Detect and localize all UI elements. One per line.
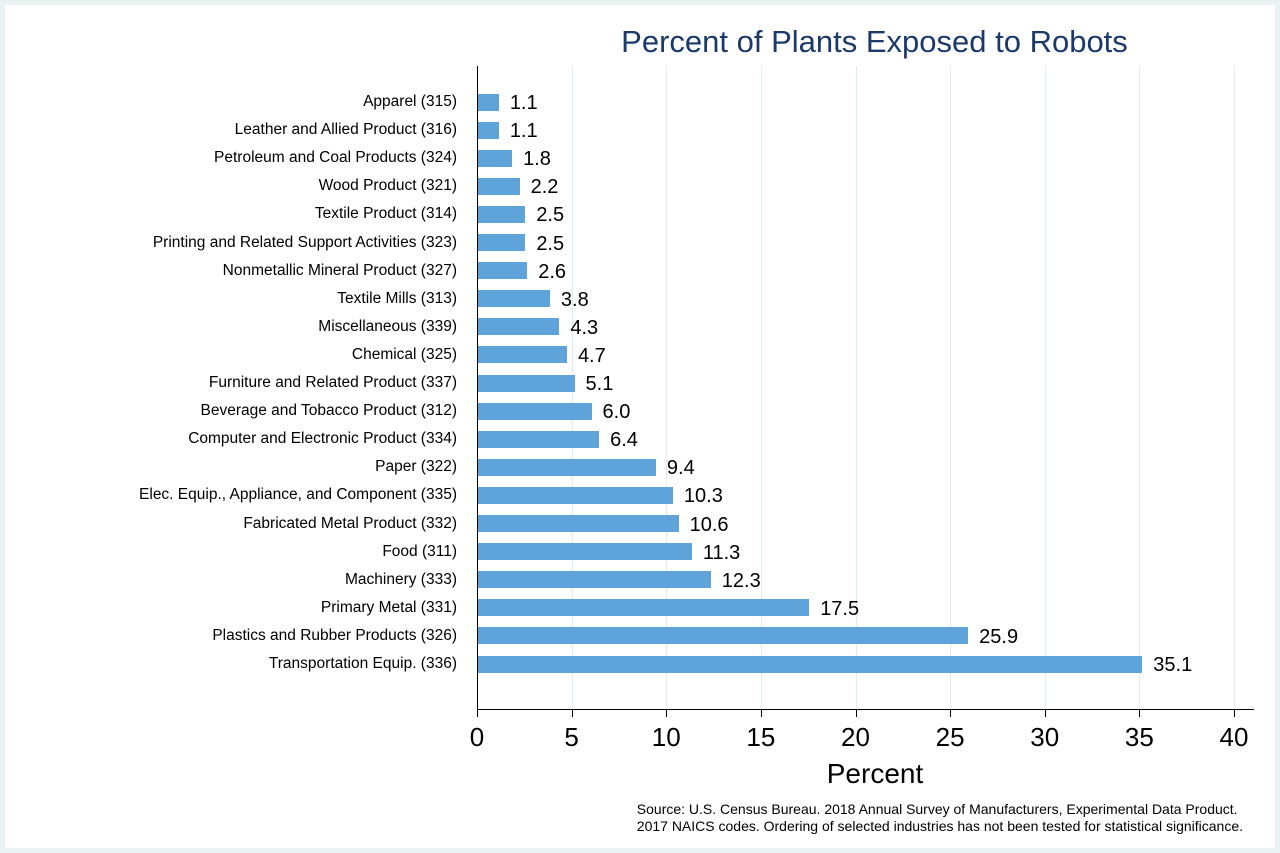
- gridline: [1234, 66, 1235, 709]
- category-label: Computer and Electronic Product (334): [188, 430, 457, 448]
- bar: [478, 262, 528, 280]
- x-tick-label: 25: [935, 722, 965, 752]
- gridline: [855, 66, 857, 709]
- x-tick: [950, 709, 952, 717]
- x-tick: [666, 709, 668, 717]
- gridline: [1139, 66, 1141, 709]
- x-tick: [571, 709, 573, 717]
- bar: [478, 374, 575, 392]
- category-label: Leather and Allied Product (316): [234, 121, 457, 139]
- x-tick-label: 15: [746, 722, 776, 752]
- category-label: Machinery (333): [345, 570, 457, 588]
- category-label: Fabricated Metal Product (332): [243, 514, 457, 532]
- category-label: Transportation Equip. (336): [268, 655, 457, 672]
- x-tick-label: 20: [841, 722, 870, 752]
- data-label: 11.3: [702, 541, 741, 564]
- data-label: 10.6: [689, 513, 729, 536]
- gridline: [1044, 66, 1046, 709]
- category-label: Textile Mills (313): [337, 289, 457, 307]
- data-label: 3.8: [560, 288, 589, 311]
- chart-title: Percent of Plants Exposed to Robots: [621, 24, 1128, 59]
- x-tick-label: 5: [564, 722, 579, 752]
- bar: [478, 177, 520, 195]
- category-label: Plastics and Rubber Products (326): [212, 626, 457, 644]
- category-label: Nonmetallic Mineral Product (327): [222, 261, 457, 279]
- bar: [478, 571, 711, 589]
- bar: [478, 121, 499, 139]
- x-tick: [477, 709, 478, 717]
- bar: [478, 318, 560, 336]
- bar: [478, 515, 679, 532]
- gridline: [666, 66, 668, 709]
- data-label: 12.3: [721, 569, 761, 592]
- bar: [478, 402, 592, 420]
- x-tick-label: 40: [1219, 722, 1249, 752]
- category-label: Petroleum and Coal Products (324): [214, 149, 457, 167]
- data-label: 1.1: [509, 92, 538, 114]
- data-label: 10.3: [683, 485, 723, 508]
- data-label: 2.2: [530, 176, 559, 199]
- data-label: 2.5: [536, 204, 565, 227]
- bar: [478, 655, 1143, 673]
- x-tick: [1044, 709, 1046, 717]
- category-label: Chemical (325): [351, 345, 457, 363]
- data-label: 6.4: [610, 429, 638, 452]
- x-axis-title: Percent: [826, 758, 924, 789]
- category-label: Paper (322): [375, 458, 457, 476]
- category-label: Food (311): [382, 542, 457, 560]
- data-label: 9.4: [666, 457, 695, 480]
- gridline: [950, 66, 952, 709]
- x-axis-line: [477, 709, 1254, 710]
- source-line: Source: U.S. Census Bureau. 2018 Annual …: [636, 801, 1238, 817]
- bar: [478, 290, 550, 308]
- bar: [478, 346, 567, 364]
- data-label: 2.6: [538, 260, 567, 283]
- x-tick: [855, 709, 857, 717]
- data-label: 1.8: [523, 148, 551, 171]
- data-label: 25.9: [979, 625, 1019, 648]
- data-label: 1.1: [509, 120, 538, 143]
- x-tick-label: 0: [469, 722, 485, 752]
- bar: [478, 93, 499, 111]
- data-label: 17.5: [820, 597, 860, 620]
- category-label: Furniture and Related Product (337): [208, 374, 457, 391]
- category-label: Elec. Equip., Appliance, and Component (…: [139, 486, 457, 504]
- source-note: Source: U.S. Census Bureau. 2018 Annual …: [637, 801, 1243, 835]
- data-label: 4.7: [577, 344, 606, 367]
- data-label: 6.0: [602, 401, 631, 424]
- x-tick: [760, 709, 762, 717]
- x-tick-label: 10: [651, 722, 681, 752]
- bar: [478, 627, 969, 645]
- x-tick-label: 35: [1124, 722, 1154, 752]
- chart-canvas: Percent of Plants Exposed to Robots Perc…: [5, 5, 1275, 848]
- data-label: 5.1: [585, 373, 614, 395]
- category-label: Wood Product (321): [318, 177, 457, 195]
- y-axis-line: [477, 66, 478, 710]
- bar: [478, 486, 673, 504]
- data-label: 4.3: [570, 316, 599, 339]
- data-label: 2.5: [536, 232, 565, 255]
- bar: [478, 543, 692, 561]
- category-label: Beverage and Tobacco Product (312): [200, 402, 458, 420]
- category-label: Miscellaneous (339): [318, 317, 457, 335]
- x-tick: [1234, 709, 1235, 717]
- category-label: Printing and Related Support Activities …: [152, 233, 457, 251]
- x-tick: [1139, 709, 1141, 717]
- bar: [478, 205, 526, 223]
- bar: [478, 599, 810, 617]
- bar: [478, 430, 600, 448]
- gridline: [760, 66, 762, 709]
- x-tick-label: 30: [1030, 722, 1060, 752]
- category-label: Primary Metal (331): [320, 598, 457, 616]
- category-label: Apparel (315): [363, 93, 457, 110]
- bar: [478, 458, 656, 476]
- data-label: 35.1: [1153, 654, 1193, 676]
- source-line: 2017 NAICS codes. Ordering of selected i…: [636, 818, 1243, 834]
- bar: [478, 149, 513, 167]
- bar: [478, 234, 526, 251]
- category-label: Textile Product (314): [314, 205, 457, 223]
